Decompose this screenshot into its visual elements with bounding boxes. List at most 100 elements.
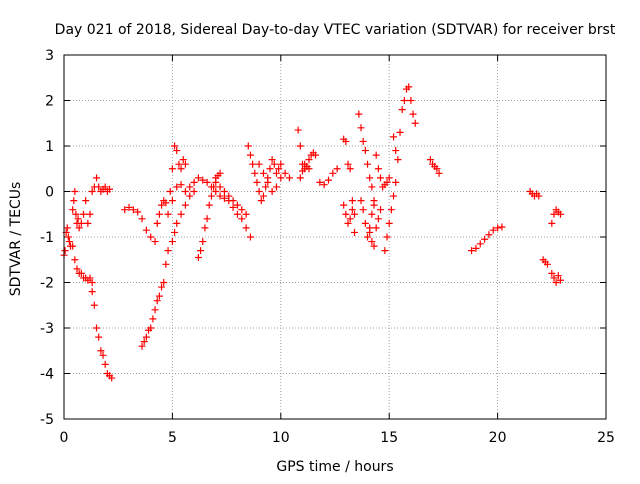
data-point [147,233,155,241]
data-point [162,260,170,268]
data-point [385,174,393,182]
data-point [351,228,359,236]
data-point [390,133,398,141]
data-point [433,165,441,173]
data-point [71,256,79,264]
data-point [554,272,562,280]
data-point [229,197,237,205]
data-point [468,247,476,255]
data-point [320,181,328,189]
data-point [342,137,350,145]
data-point [281,169,289,177]
data-point [238,215,246,223]
data-point [190,178,198,186]
data-point [90,301,98,309]
data-point [177,165,185,173]
data-point [305,156,313,164]
data-point [173,219,181,227]
data-point [543,260,551,268]
grid [64,55,606,419]
series-arc-14 [244,142,293,205]
data-point [370,242,378,250]
data-point [472,244,480,252]
series-arc-15 [255,160,285,195]
data-point [93,174,101,182]
data-point [242,224,250,232]
data-point [383,233,391,241]
data-point [129,206,137,214]
x-tick-label: 10 [272,430,290,446]
data-point [95,333,103,341]
data-point [233,210,241,218]
y-tick-label: 2 [45,94,54,110]
data-point [147,324,155,332]
series-arc-25 [381,178,400,255]
data-point [351,210,359,218]
data-point [324,176,332,184]
data-point [498,223,506,231]
data-point [426,156,434,164]
data-point [550,210,558,218]
data-point [268,156,276,164]
data-point [340,201,348,209]
series-arc-23 [366,206,385,250]
y-tick-label: -5 [40,412,54,428]
data-point [535,192,543,200]
data-point [346,215,354,223]
data-point [366,228,374,236]
data-point [203,178,211,186]
x-tick-label: 20 [489,430,507,446]
data-point [357,197,365,205]
data-point [275,165,283,173]
x-tick-label: 5 [168,430,177,446]
data-point [268,188,276,195]
series-arc-1 [60,224,75,259]
series-arc-28 [426,156,443,177]
data-point [142,333,150,341]
y-tick-label: -1 [40,230,54,246]
data-point [255,188,263,195]
data-point [75,224,83,232]
data-point [207,192,215,200]
data-point [368,183,376,191]
data-point [108,374,116,382]
data-point [476,240,484,248]
data-point [69,206,77,214]
series-arc-6 [121,203,159,246]
data-point [84,219,92,227]
data-point [344,219,352,227]
series-arc-11 [168,188,198,246]
data-point [158,201,166,209]
data-point [216,183,224,191]
data-point [370,201,378,209]
data-point [168,197,176,205]
data-point [134,208,142,216]
data-point [88,279,96,286]
data-point [173,183,181,191]
chart-title: Day 021 of 2018, Sidereal Day-to-day VTE… [55,22,616,38]
data-point [69,242,77,250]
data-point [138,215,146,223]
data-point [203,215,211,223]
series-arc-31 [539,256,551,268]
data-point [160,279,168,286]
series-arc-27 [398,83,419,127]
data-point [342,210,350,218]
data-point [481,235,489,243]
data-point [361,219,369,227]
y-tick-label: -2 [40,276,54,292]
data-point [101,360,109,368]
data-point [383,178,391,186]
data-point [251,169,259,177]
data-point [171,228,179,236]
data-point [99,351,107,359]
data-point [82,197,90,205]
data-point [97,347,105,355]
data-point [253,178,261,186]
data-point [162,199,170,207]
series-arc-21 [355,110,378,205]
data-point [548,269,556,277]
data-point [77,219,85,227]
data-point [372,151,380,159]
data-point [277,174,285,182]
